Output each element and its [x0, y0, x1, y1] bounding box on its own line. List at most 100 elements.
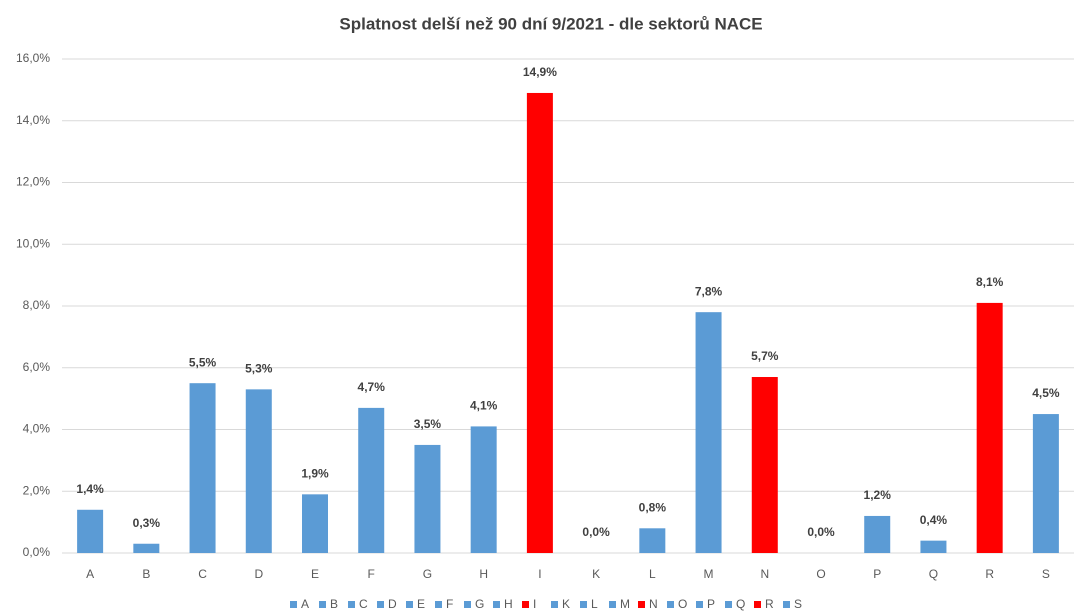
legend-swatch	[667, 601, 674, 608]
bar	[358, 407, 385, 553]
legend-label: C	[359, 597, 368, 611]
data-label: 0,0%	[582, 525, 610, 539]
x-tick-label: F	[368, 567, 375, 581]
legend-swatch	[493, 601, 500, 608]
x-tick-label: H	[479, 567, 488, 581]
x-tick-label: R	[985, 567, 994, 581]
legend-swatch	[319, 601, 326, 608]
x-tick-label: P	[873, 567, 881, 581]
x-tick-label: C	[198, 567, 207, 581]
bar	[245, 389, 272, 553]
legend-label: I	[533, 597, 536, 611]
data-label: 5,5%	[189, 355, 217, 369]
data-label: 0,3%	[133, 516, 161, 530]
bar	[526, 92, 553, 554]
legend-swatch	[754, 601, 761, 608]
legend-label: K	[562, 597, 570, 611]
legend-swatch	[580, 601, 587, 608]
legend-swatch	[522, 601, 529, 608]
data-label: 1,9%	[301, 467, 329, 481]
data-label: 1,4%	[76, 482, 104, 496]
data-label: 8,1%	[976, 275, 1004, 289]
x-tick-label: S	[1042, 567, 1050, 581]
bar	[920, 540, 947, 553]
y-tick-label: 6,0%	[23, 360, 51, 374]
x-tick-label: B	[142, 567, 150, 581]
data-label: 0,4%	[920, 513, 948, 527]
bar	[414, 444, 441, 553]
data-label: 5,7%	[751, 349, 779, 363]
data-label: 14,9%	[523, 65, 557, 79]
data-label: 7,8%	[695, 284, 723, 298]
legend-label: B	[330, 597, 338, 611]
bar	[302, 494, 328, 553]
legend-swatch	[638, 601, 645, 608]
data-label: 4,7%	[358, 380, 386, 394]
bar	[976, 302, 1003, 553]
legend-swatch	[783, 601, 790, 608]
chart-title: Splatnost delší než 90 dní 9/2021 - dle …	[339, 14, 762, 33]
legend-swatch	[435, 601, 442, 608]
data-label: 4,1%	[470, 399, 498, 413]
x-tick-label: L	[649, 567, 656, 581]
legend-label: D	[388, 597, 397, 611]
data-label: 3,5%	[414, 417, 442, 431]
y-tick-label: 0,0%	[23, 545, 51, 559]
legend-label: N	[649, 597, 658, 611]
bar	[639, 528, 666, 553]
bar	[189, 383, 216, 553]
bar	[77, 509, 104, 553]
data-label: 0,8%	[639, 500, 667, 514]
x-tick-label: K	[592, 567, 600, 581]
y-tick-label: 14,0%	[16, 113, 50, 127]
bar	[864, 515, 891, 553]
legend-swatch	[377, 601, 384, 608]
x-tick-label: O	[816, 567, 825, 581]
legend-label: P	[707, 597, 715, 611]
y-tick-label: 8,0%	[23, 298, 51, 312]
data-label: 4,5%	[1032, 386, 1060, 400]
legend-swatch	[551, 601, 558, 608]
legend-label: Q	[736, 597, 745, 611]
bar	[133, 543, 160, 553]
legend-swatch	[725, 601, 732, 608]
data-label: 5,3%	[245, 362, 273, 376]
bar	[1032, 414, 1059, 553]
legend-label: L	[591, 597, 598, 611]
data-label: 1,2%	[864, 488, 892, 502]
x-tick-label: G	[423, 567, 432, 581]
legend-swatch	[348, 601, 355, 608]
y-tick-label: 10,0%	[16, 236, 50, 250]
legend-label: F	[446, 597, 453, 611]
x-tick-label: E	[311, 567, 319, 581]
x-tick-label: D	[254, 567, 263, 581]
data-label: 0,0%	[807, 525, 835, 539]
y-tick-label: 4,0%	[23, 422, 51, 436]
bar	[470, 426, 497, 553]
legend-label: H	[504, 597, 513, 611]
x-tick-label: N	[760, 567, 769, 581]
y-tick-label: 12,0%	[16, 175, 50, 189]
legend-label: G	[475, 597, 484, 611]
legend-label: E	[417, 597, 425, 611]
legend-swatch	[609, 601, 616, 608]
legend-swatch	[464, 601, 471, 608]
legend-label: A	[301, 597, 309, 611]
legend-label: O	[678, 597, 687, 611]
x-tick-label: M	[704, 567, 714, 581]
legend-label: S	[794, 597, 802, 611]
bar	[695, 312, 722, 553]
y-tick-label: 2,0%	[23, 483, 51, 497]
legend-swatch	[290, 601, 297, 608]
x-tick-label: A	[86, 567, 94, 581]
y-tick-label: 16,0%	[16, 51, 50, 65]
x-tick-label: Q	[929, 567, 938, 581]
bar	[751, 377, 778, 553]
x-tick-label: I	[538, 567, 541, 581]
legend-swatch	[696, 601, 703, 608]
legend-label: M	[620, 597, 630, 611]
legend-label: R	[765, 597, 774, 611]
legend-swatch	[406, 601, 413, 608]
